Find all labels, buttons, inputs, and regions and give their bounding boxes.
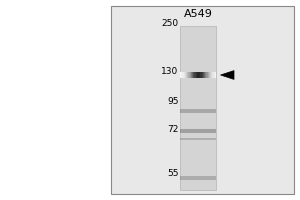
Polygon shape [220,71,234,79]
Bar [184,72,185,78]
Bar [180,176,216,180]
Bar [191,72,192,78]
Bar [203,72,204,78]
Bar [188,72,190,78]
Bar [211,72,212,78]
Bar [197,72,198,78]
Bar [205,72,206,78]
Bar [180,26,216,190]
Bar [186,72,187,78]
Bar [199,72,200,78]
Text: 95: 95 [167,98,178,106]
Bar [180,138,216,140]
Text: 55: 55 [167,170,178,178]
Bar [206,72,208,78]
Bar [209,72,210,78]
Bar [212,72,214,78]
Bar [181,72,182,78]
Bar [187,72,188,78]
Bar [210,72,211,78]
Bar [180,72,181,78]
Bar [182,72,184,78]
Bar [190,72,191,78]
Bar [215,72,216,78]
Bar [202,72,203,78]
Text: 72: 72 [167,126,178,134]
Bar [208,72,209,78]
Bar [214,72,215,78]
Bar [111,6,294,194]
Bar [194,72,196,78]
Bar [180,109,216,113]
Bar [193,72,194,78]
Bar [185,72,186,78]
Bar [192,72,193,78]
Bar [200,72,202,78]
Text: 130: 130 [161,68,178,76]
Text: 250: 250 [161,20,178,28]
Bar [204,72,205,78]
Bar [180,129,216,133]
Bar [196,72,197,78]
Bar [198,72,199,78]
Text: A549: A549 [184,9,212,19]
